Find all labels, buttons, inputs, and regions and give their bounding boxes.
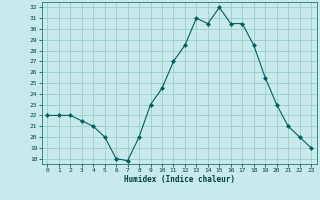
X-axis label: Humidex (Indice chaleur): Humidex (Indice chaleur) [124, 175, 235, 184]
